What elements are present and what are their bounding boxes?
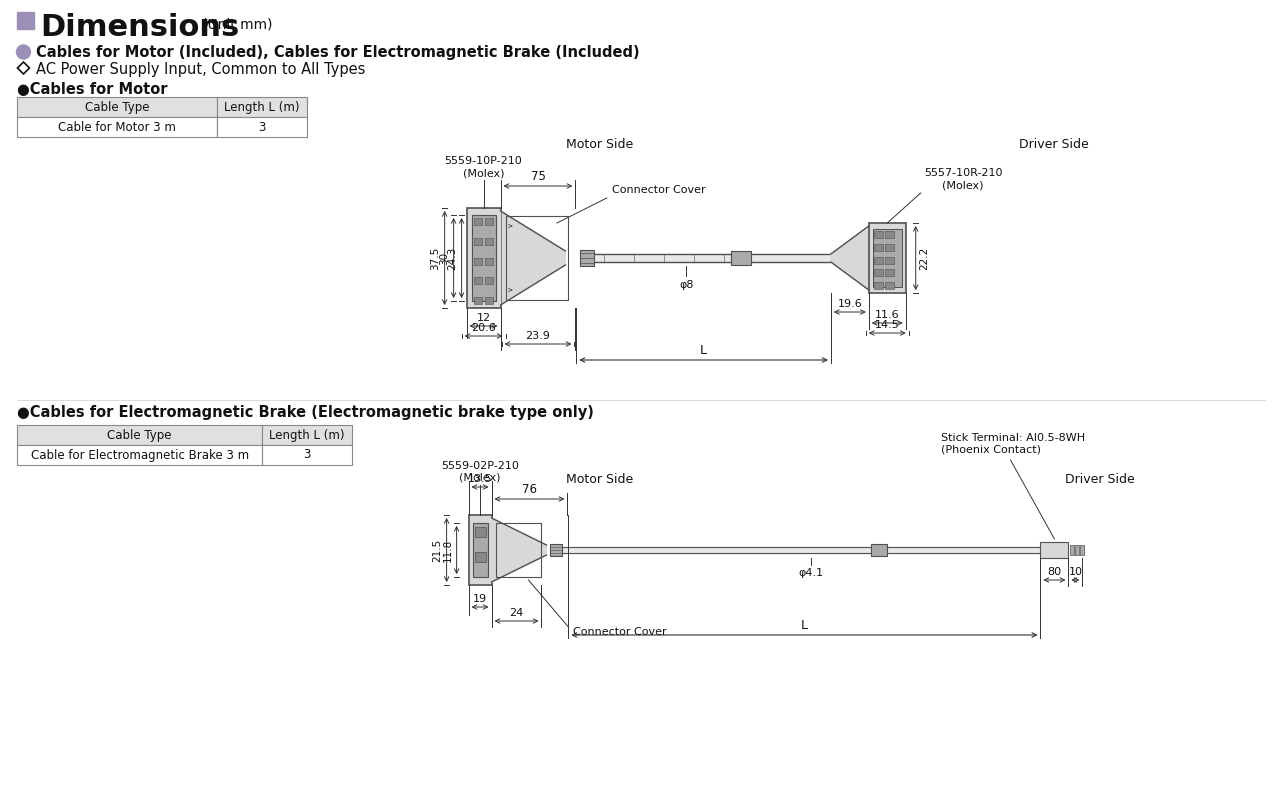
- Text: Motor Side: Motor Side: [566, 473, 632, 486]
- Text: Driver Side: Driver Side: [1065, 473, 1135, 486]
- Bar: [1080, 545, 1084, 555]
- Polygon shape: [831, 226, 869, 290]
- Text: 10: 10: [1069, 567, 1083, 577]
- Circle shape: [17, 45, 31, 59]
- Bar: [506, 216, 568, 300]
- Bar: [475, 553, 485, 562]
- Bar: [870, 544, 887, 556]
- Text: Motor Side: Motor Side: [566, 138, 632, 151]
- Bar: [884, 282, 893, 289]
- Bar: [467, 208, 500, 308]
- Bar: [475, 527, 485, 537]
- Polygon shape: [492, 518, 547, 582]
- Bar: [485, 218, 493, 225]
- Text: 22.2: 22.2: [920, 246, 929, 270]
- Bar: [262, 425, 352, 445]
- Text: Connector Cover: Connector Cover: [612, 185, 705, 195]
- Bar: [550, 544, 562, 556]
- Bar: [474, 258, 481, 265]
- Bar: [873, 229, 901, 287]
- Bar: [18, 117, 218, 137]
- Bar: [468, 515, 492, 585]
- Bar: [485, 258, 493, 265]
- Text: 19.6: 19.6: [837, 299, 863, 309]
- Text: 12: 12: [476, 313, 490, 323]
- Text: 37.5: 37.5: [430, 246, 440, 270]
- Text: Cable for Motor 3 m: Cable for Motor 3 m: [59, 121, 177, 134]
- Text: 5559-02P-210
(Molex): 5559-02P-210 (Molex): [442, 461, 518, 483]
- Text: ●Cables for Motor: ●Cables for Motor: [18, 82, 168, 97]
- Text: Dimensions: Dimensions: [41, 13, 239, 42]
- Bar: [472, 523, 488, 577]
- Bar: [1070, 545, 1074, 555]
- Text: Connector Cover: Connector Cover: [573, 627, 667, 637]
- Text: 80: 80: [1047, 567, 1061, 577]
- Text: Cable Type: Cable Type: [108, 429, 172, 441]
- Bar: [580, 250, 594, 266]
- Bar: [884, 231, 893, 238]
- Bar: [874, 270, 883, 276]
- Text: 75: 75: [530, 170, 545, 183]
- Text: Cable for Electromagnetic Brake 3 m: Cable for Electromagnetic Brake 3 m: [31, 448, 248, 462]
- Bar: [218, 97, 307, 117]
- Text: 20.6: 20.6: [471, 323, 495, 333]
- Text: 14.5: 14.5: [876, 320, 900, 330]
- Bar: [262, 445, 352, 465]
- Text: 3: 3: [303, 448, 311, 462]
- Polygon shape: [500, 211, 566, 305]
- Text: 5559-10P-210
(Molex): 5559-10P-210 (Molex): [444, 157, 522, 178]
- Bar: [874, 231, 883, 238]
- Text: 21.5: 21.5: [433, 538, 443, 561]
- Bar: [474, 277, 481, 285]
- Text: φ4.1: φ4.1: [799, 568, 823, 578]
- Bar: [495, 523, 541, 577]
- Text: Driver Side: Driver Side: [1019, 138, 1088, 151]
- Bar: [485, 238, 493, 245]
- Bar: [1041, 542, 1069, 558]
- Bar: [18, 445, 262, 465]
- Text: ●Cables for Electromagnetic Brake (Electromagnetic brake type only): ●Cables for Electromagnetic Brake (Elect…: [18, 405, 594, 420]
- Bar: [474, 297, 481, 304]
- Text: 5557-10R-210
(Molex): 5557-10R-210 (Molex): [924, 169, 1002, 190]
- Text: 24: 24: [509, 608, 524, 618]
- Text: Stick Terminal: AI0.5-8WH
(Phoenix Contact): Stick Terminal: AI0.5-8WH (Phoenix Conta…: [941, 433, 1084, 455]
- Bar: [485, 297, 493, 304]
- Text: L: L: [801, 619, 808, 632]
- Bar: [474, 238, 481, 245]
- Text: Length L (m): Length L (m): [269, 429, 344, 441]
- Text: 13.5: 13.5: [467, 474, 493, 484]
- Text: Length L (m): Length L (m): [224, 100, 300, 114]
- Bar: [884, 257, 893, 263]
- Text: 30: 30: [439, 251, 449, 265]
- Text: 24.3: 24.3: [448, 246, 458, 270]
- Bar: [874, 282, 883, 289]
- Bar: [485, 277, 493, 285]
- Text: L: L: [700, 344, 707, 357]
- Text: 11.6: 11.6: [876, 310, 900, 320]
- Text: AC Power Supply Input, Common to All Types: AC Power Supply Input, Common to All Typ…: [36, 62, 366, 77]
- Bar: [731, 251, 751, 265]
- Text: 3: 3: [259, 121, 266, 134]
- Bar: [884, 244, 893, 250]
- Bar: [471, 215, 495, 301]
- Text: Cable Type: Cable Type: [84, 100, 150, 114]
- Bar: [869, 223, 906, 293]
- Bar: [18, 425, 262, 445]
- Text: 11.8: 11.8: [443, 538, 453, 561]
- Text: 23.9: 23.9: [526, 331, 550, 341]
- Bar: [884, 270, 893, 276]
- Bar: [874, 257, 883, 263]
- Bar: [474, 218, 481, 225]
- Bar: [874, 244, 883, 250]
- Bar: [18, 12, 35, 29]
- Text: 76: 76: [522, 483, 538, 496]
- Text: Cables for Motor (Included), Cables for Electromagnetic Brake (Included): Cables for Motor (Included), Cables for …: [36, 45, 640, 60]
- Bar: [218, 117, 307, 137]
- Text: 19: 19: [474, 594, 488, 604]
- Bar: [1075, 545, 1079, 555]
- Text: (Unit mm): (Unit mm): [202, 17, 273, 31]
- Text: φ8: φ8: [678, 280, 694, 290]
- Bar: [18, 97, 218, 117]
